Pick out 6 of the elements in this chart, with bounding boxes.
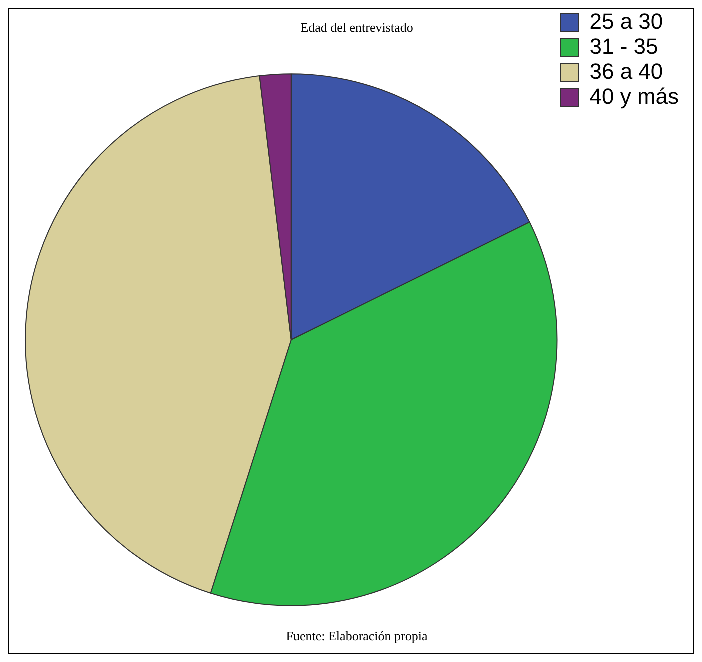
source-note: Fuente: Elaboración propia [286, 628, 428, 644]
legend-label: 36 a 40 [590, 59, 664, 84]
legend-label: 40 y más [590, 84, 680, 110]
legend-label: 25 a 30 [590, 9, 664, 34]
text: Edad del entrevistado [300, 20, 414, 36]
legend-label: 31 - 35 [590, 34, 658, 60]
